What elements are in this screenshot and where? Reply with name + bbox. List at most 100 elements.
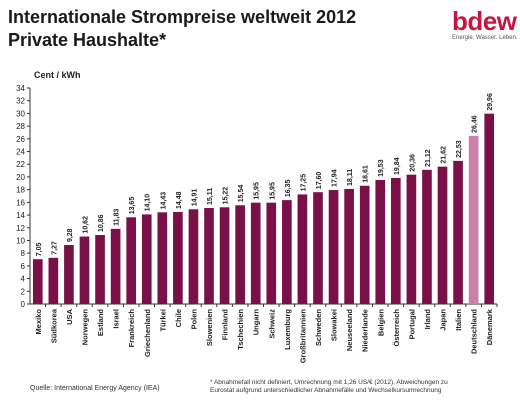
category-label: Südkorea	[49, 308, 58, 343]
category-label: Estland	[96, 309, 105, 337]
category-label: Portugal	[407, 309, 416, 339]
bar-value-label: 17,25	[300, 174, 307, 192]
bar	[328, 190, 339, 304]
bar-value-label: 11,83	[114, 209, 121, 226]
bar	[126, 217, 137, 304]
bar	[235, 205, 245, 304]
bar	[406, 174, 417, 304]
bar	[173, 212, 183, 304]
category-label: Polen	[189, 309, 198, 330]
footnote: * Abnahmefall nicht definiert, Umrechnun…	[210, 379, 448, 395]
y-axis-label: Cent / kWh	[34, 70, 81, 80]
y-tick-label: 26	[16, 135, 25, 144]
bar	[375, 179, 386, 304]
footnote-line-2: Eurostat aufgrund unterschiedlicher Abna…	[210, 387, 442, 394]
logo-wordmark: bdew	[452, 6, 517, 36]
y-tick-label: 6	[21, 262, 26, 271]
bar	[32, 259, 43, 304]
y-tick-label: 14	[16, 211, 25, 220]
category-label: Chile	[174, 309, 183, 327]
category-label: Japan	[439, 309, 448, 331]
bar-value-label: 14,43	[160, 192, 167, 210]
y-tick-label: 10	[16, 236, 25, 245]
bar-value-label: 15,95	[254, 182, 261, 200]
title-line-2: Private Haushalte*	[8, 30, 167, 50]
bar-value-label: 9,28	[67, 228, 74, 242]
bar	[282, 200, 292, 304]
bar	[157, 212, 168, 304]
bar	[95, 235, 105, 304]
bar	[219, 207, 230, 304]
bar-value-label: 18,11	[347, 169, 354, 186]
bar	[468, 135, 479, 304]
category-label: Belgien	[376, 309, 385, 337]
category-label: Italien	[454, 309, 463, 331]
bar	[64, 245, 74, 304]
category-label: Deutschland	[470, 309, 479, 354]
category-label: Ungarn	[252, 309, 261, 336]
chart-title: Internationale Strompreise weltweit 2012…	[8, 6, 356, 52]
bar-value-label: 10,62	[82, 216, 89, 234]
y-tick-label: 18	[16, 186, 25, 195]
y-tick-label: 30	[16, 109, 25, 118]
category-label: Slowakei	[330, 309, 339, 341]
category-label: Schweiz	[267, 309, 276, 339]
bar-value-label: 13,65	[129, 197, 136, 215]
bar	[359, 185, 370, 304]
y-tick-label: 20	[16, 173, 25, 182]
y-tick-label: 16	[16, 198, 25, 207]
bar-value-label: 7,27	[51, 241, 58, 255]
bar-value-label: 21,62	[441, 146, 448, 164]
bar-value-label: 26,46	[472, 115, 479, 133]
bar	[313, 192, 323, 304]
category-label: Slowenien	[205, 309, 214, 347]
y-tick-label: 32	[16, 97, 25, 106]
bar	[266, 202, 277, 304]
category-label: Norwegen	[80, 309, 89, 346]
bar-value-label: 17,60	[316, 172, 323, 190]
bar	[297, 194, 308, 304]
bar	[79, 236, 90, 304]
bar-value-label: 21,12	[425, 149, 432, 167]
bar-value-label: 10,86	[98, 214, 105, 232]
bar-value-label: 16,35	[285, 180, 292, 198]
bar	[48, 257, 59, 304]
bar-value-label: 7,05	[36, 242, 43, 256]
bar	[437, 166, 448, 304]
bdew-logo: bdew Energie. Wasser. Leben.	[452, 6, 517, 41]
category-label: Frankreich	[127, 309, 136, 348]
bar	[188, 209, 199, 304]
bar-value-label: 20,36	[409, 154, 416, 172]
bar	[453, 160, 463, 304]
y-tick-label: 22	[16, 160, 25, 169]
category-label: Israel	[112, 309, 121, 329]
category-label: Mexiko	[34, 309, 43, 335]
category-label: Dänemark	[485, 308, 494, 345]
category-label: Türkei	[158, 309, 167, 332]
category-label: Tschechien	[236, 309, 245, 350]
bar-value-label: 14,10	[145, 194, 152, 212]
bar	[422, 169, 432, 304]
bar-value-label: 17,94	[332, 169, 339, 187]
bar-value-label: 19,53	[378, 159, 385, 177]
bar	[390, 177, 401, 304]
category-label: Niederlande	[361, 309, 370, 352]
bar	[484, 113, 495, 304]
bar	[110, 228, 121, 304]
bar-value-label: 18,61	[363, 165, 370, 183]
bar-value-label: 29,96	[487, 93, 494, 111]
source-note: Quelle: International Energy Agency (IEA…	[30, 385, 160, 392]
y-tick-label: 28	[16, 122, 25, 131]
category-label: Neuseeland	[345, 309, 354, 352]
y-tick-label: 2	[21, 287, 26, 296]
bar-value-label: 15,54	[238, 185, 245, 203]
bar-value-label: 22,53	[456, 140, 463, 158]
bar-value-label: 14,91	[191, 189, 198, 207]
bar	[204, 208, 214, 304]
category-label: Großbritannien	[298, 309, 307, 364]
category-label: Schweden	[314, 309, 323, 347]
category-label: Irland	[423, 309, 432, 330]
bar	[344, 188, 354, 304]
bar-value-label: 19,84	[394, 157, 401, 175]
y-tick-label: 0	[21, 300, 26, 309]
